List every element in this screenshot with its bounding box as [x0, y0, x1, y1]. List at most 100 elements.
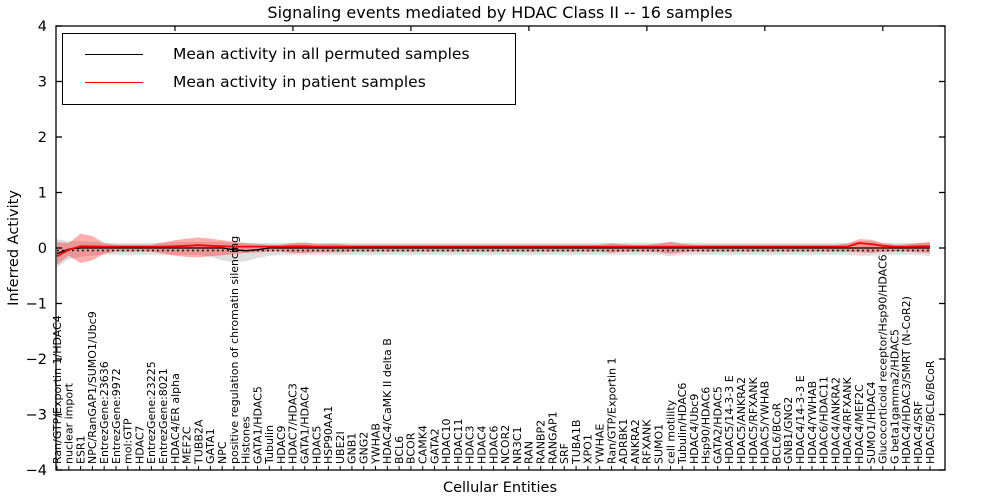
x-category-label: Tubulin [263, 425, 276, 465]
x-category-label: Histones [240, 416, 253, 464]
x-category-label: HDAC4/Ubc9 [688, 394, 701, 464]
y-tick-label: 2 [38, 130, 47, 146]
x-category-label: XPO1 [582, 434, 595, 464]
black-line-swatch-icon [85, 53, 143, 55]
y-tick-label: 1 [38, 186, 47, 202]
x-category-label: HDAC11 [452, 418, 465, 464]
x-category-label: RFXANK [641, 419, 654, 464]
x-category-label: NPC/RanGAP1/SUMO1/Ubc9 [86, 311, 99, 464]
x-category-label: HDAC5/ANKRA2 [735, 377, 748, 464]
x-category-label: ADRBK1 [617, 419, 630, 464]
x-category-label: SUMO1 [653, 424, 666, 464]
x-category-label: HDAC6 [487, 425, 500, 464]
patient-samples-range-band [57, 233, 930, 265]
x-category-label: GATA2 [428, 428, 441, 464]
x-category-label: ESR1 [74, 435, 87, 464]
x-category-label: Hsp90/HDAC6 [700, 387, 713, 464]
x-category-label: TUBB2A [192, 419, 205, 465]
x-category-label: RANGAP1 [546, 411, 559, 464]
x-category-label: HSP90AA1 [322, 406, 335, 464]
legend-label-patient: Mean activity in patient samples [173, 73, 426, 91]
x-category-label: HDAC4/YWHAB [806, 381, 819, 464]
x-category-label: GATA1 [204, 428, 217, 464]
x-category-label: HDAC4/ER alpha [169, 373, 182, 464]
x-category-label: HDAC4/CaMK II delta B [381, 338, 394, 464]
y-tick-label: −1 [26, 297, 47, 313]
x-category-label: Tubulin/HDAC6 [676, 383, 689, 465]
patient-mean-line [56, 242, 931, 258]
x-category-label: EntrezGene:8021 [157, 368, 170, 464]
legend: Mean activity in all permuted samples Me… [62, 33, 516, 105]
y-ticks: 4 3 2 1 0 −1 −2 −3 −4 [26, 19, 945, 479]
x-category-label: HDAC6/HDAC11 [818, 376, 831, 464]
x-category-label: GNG2 [358, 432, 371, 464]
x-category-label: Ran/GTP/Exportin 1/HDAC4 [51, 315, 64, 464]
x-category-label: UBE2I [334, 431, 347, 464]
x-category-label: YWHAE [594, 424, 607, 465]
y-tick-label: −2 [26, 352, 47, 368]
x-category-label: nuclear import [63, 382, 76, 464]
x-category-label: HDAC5 [310, 425, 323, 464]
x-category-label: GATA1/HDAC5 [251, 386, 264, 464]
x-category-label: CAMK4 [417, 425, 430, 464]
x-category-label: Ran/GTP/Exportin 1 [605, 357, 618, 464]
legend-entry-permuted: Mean activity in all permuted samples [63, 40, 515, 68]
y-tick-label: 4 [38, 19, 47, 35]
x-category-label: GNB1 [346, 433, 359, 464]
x-category-label: EntrezGene:23225 [145, 361, 158, 464]
x-category-label: SRF [558, 443, 571, 464]
x-ticks-top [174, 26, 884, 31]
x-category-label: HDAC7/HDAC3 [287, 383, 300, 464]
x-category-label: HDAC9 [275, 425, 288, 464]
red-line-swatch-icon [85, 81, 143, 83]
x-category-label: HDAC4/RFXANK [841, 376, 854, 464]
x-category-label: NR3C1 [511, 426, 524, 464]
x-category-label: HDAC4/MEF2C [853, 384, 866, 464]
x-category-label: EntrezGene:9972 [110, 368, 123, 464]
x-category-label: G beta1gamma2/HDAC5 [888, 329, 901, 464]
x-category-label: GATA1/HDAC4 [299, 386, 312, 464]
x-category-label: HDAC4/HDAC3/SMRT (N-CoR2) [900, 296, 913, 464]
x-category-label: RAN [523, 441, 536, 464]
legend-label-permuted: Mean activity in all permuted samples [173, 45, 470, 63]
x-category-label: EntrezGene:23636 [98, 361, 111, 464]
legend-entry-patient: Mean activity in patient samples [63, 68, 515, 96]
x-category-label: BCL6 [393, 436, 406, 464]
x-category-label: BCOR [405, 432, 418, 464]
x-category-label: SUMO1/HDAC4 [865, 382, 878, 464]
x-category-label: HDAC5/RFXANK [747, 376, 760, 464]
x-category-label: HDAC7 [133, 425, 146, 464]
x-category-label: MEF2C [181, 426, 194, 464]
permuted-mean-line [56, 247, 930, 255]
x-category-label: HDAC3 [464, 425, 477, 464]
y-tick-label: 3 [38, 75, 47, 91]
x-category-label: HDAC10 [440, 418, 453, 464]
x-category-label: HDAC5/14-3-3 E [723, 375, 736, 464]
x-category-label: GATA2/HDAC5 [711, 386, 724, 464]
x-category-label: Glucocorticoid receptor/Hsp90/HDAC6 [877, 254, 890, 464]
x-category-label: mol:GTP [122, 418, 135, 464]
y-tick-label: −3 [26, 408, 47, 424]
y-tick-label: 0 [38, 241, 47, 257]
x-category-label: YWHAB [369, 423, 382, 465]
x-category-label: HDAC4/ANKRA2 [829, 377, 842, 464]
x-category-label: RANBP2 [535, 420, 548, 464]
x-category-label: ANKRA2 [629, 419, 642, 464]
chart-title: Signaling events mediated by HDAC Class … [267, 3, 733, 22]
x-category-label: TUBA1B [570, 420, 583, 465]
x-category-label: HDAC5/YWHAB [759, 381, 772, 464]
x-category-label: HDAC5/BCL6/BCoR [924, 360, 937, 464]
x-category-label: BCL6/BCoR [770, 402, 783, 464]
x-category-label: GNB1/GNG2 [782, 397, 795, 464]
x-category-label: HDAC4/14-3-3 E [794, 375, 807, 464]
x-axis-label: Cellular Entities [442, 480, 558, 496]
y-tick-label: −4 [26, 463, 47, 479]
x-category-label: positive regulation of chromatin silenci… [228, 236, 241, 464]
x-category-label: HDAC4 [476, 425, 489, 464]
x-category-label: HDAC4/SRF [912, 401, 925, 464]
x-category-label: cell motility [664, 399, 677, 464]
x-category-label: NPC [216, 441, 229, 464]
